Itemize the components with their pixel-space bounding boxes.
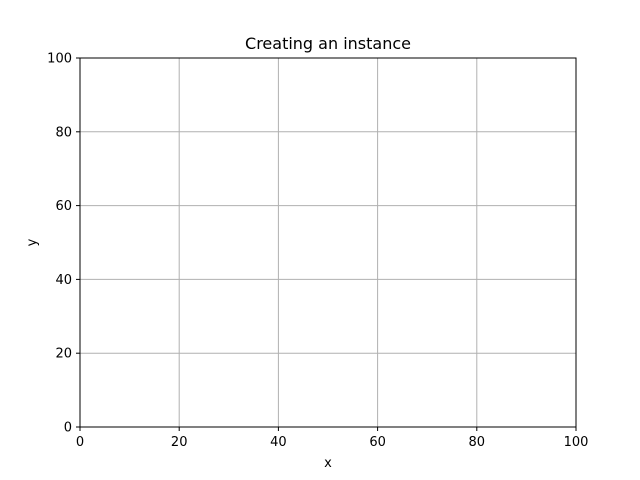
y-tick-label-2: 40 [55, 273, 72, 288]
x-tick-label-4: 80 [469, 435, 486, 450]
grid-layer [79, 57, 577, 428]
y-tick-label-4: 80 [55, 125, 72, 140]
x-tick-label-0: 0 [76, 435, 84, 450]
ticks-layer: 0 20 40 60 80 100 0 20 40 60 80 100 [47, 52, 588, 451]
y-tick-label-1: 20 [55, 347, 72, 362]
x-tick-label-5: 100 [564, 435, 589, 450]
y-tick-label-5: 100 [47, 52, 72, 67]
chart-title: Creating an instance [245, 34, 411, 53]
x-tick-label-2: 40 [270, 435, 287, 450]
x-tick-label-1: 20 [171, 435, 188, 450]
x-tick-label-3: 60 [369, 435, 386, 450]
y-tick-label-0: 0 [64, 421, 72, 436]
y-axis-label: y [25, 238, 40, 246]
y-tick-label-3: 60 [55, 199, 72, 214]
x-axis-label: x [324, 456, 332, 471]
plot-area-frame [79, 57, 577, 428]
